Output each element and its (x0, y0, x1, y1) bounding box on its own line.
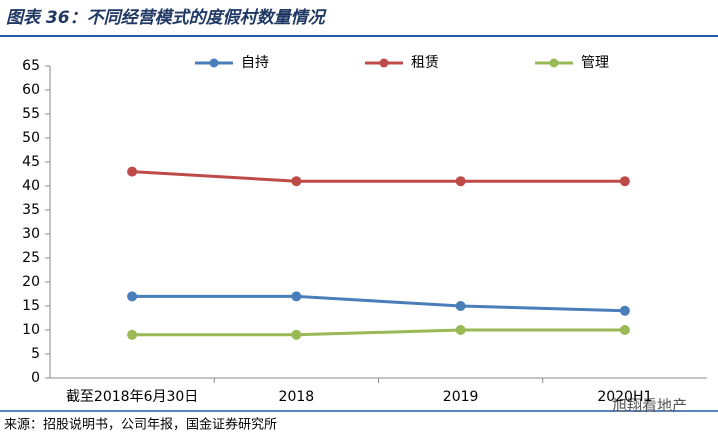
legend-marker (379, 58, 389, 68)
x-tick-label: 截至2018年6月30日 (66, 389, 198, 405)
point (619, 305, 630, 316)
point (291, 291, 302, 302)
legend-label: 自持 (241, 55, 269, 71)
y-tick-label: 40 (22, 178, 40, 194)
legend-marker (549, 58, 559, 68)
series-line (132, 328, 625, 337)
y-tick-label: 55 (22, 106, 40, 122)
point (619, 176, 630, 187)
point (455, 301, 466, 311)
y-tick-label: 15 (22, 298, 40, 314)
y-tick-label: 5 (31, 346, 40, 362)
point (455, 325, 466, 335)
x-tick-label: 2020H1 (597, 389, 652, 405)
y-tick-label: 35 (22, 202, 40, 218)
legend-label: 租赁 (411, 55, 439, 71)
point (127, 291, 138, 302)
series-line (132, 294, 625, 313)
legend-marker (209, 58, 219, 68)
y-tick-label: 10 (22, 322, 40, 338)
x-tick-label: 2019 (443, 389, 479, 405)
y-tick-label: 25 (22, 250, 40, 266)
y-tick-label: 45 (22, 154, 40, 170)
watermark: 旭翔看地产 (612, 397, 687, 415)
y-tick-label: 20 (22, 274, 40, 290)
point (619, 325, 630, 335)
y-tick-label: 0 (31, 370, 40, 386)
point (127, 166, 138, 177)
y-tick-label: 60 (22, 82, 40, 98)
source: 来源：招股说明书，公司年报，国金证券研究所 (4, 417, 277, 433)
point (455, 176, 466, 187)
y-tick-label: 30 (22, 226, 40, 242)
x-tick-label: 2018 (279, 389, 315, 405)
point (291, 329, 302, 340)
y-tick-label: 65 (22, 58, 40, 74)
series-line (132, 170, 625, 183)
point (127, 329, 138, 340)
legend-label: 管理 (581, 55, 609, 71)
point (291, 176, 302, 187)
chart-title: 图表 36：不同经营模式的度假村数量情况 (6, 8, 328, 28)
y-tick-label: 50 (22, 130, 40, 146)
